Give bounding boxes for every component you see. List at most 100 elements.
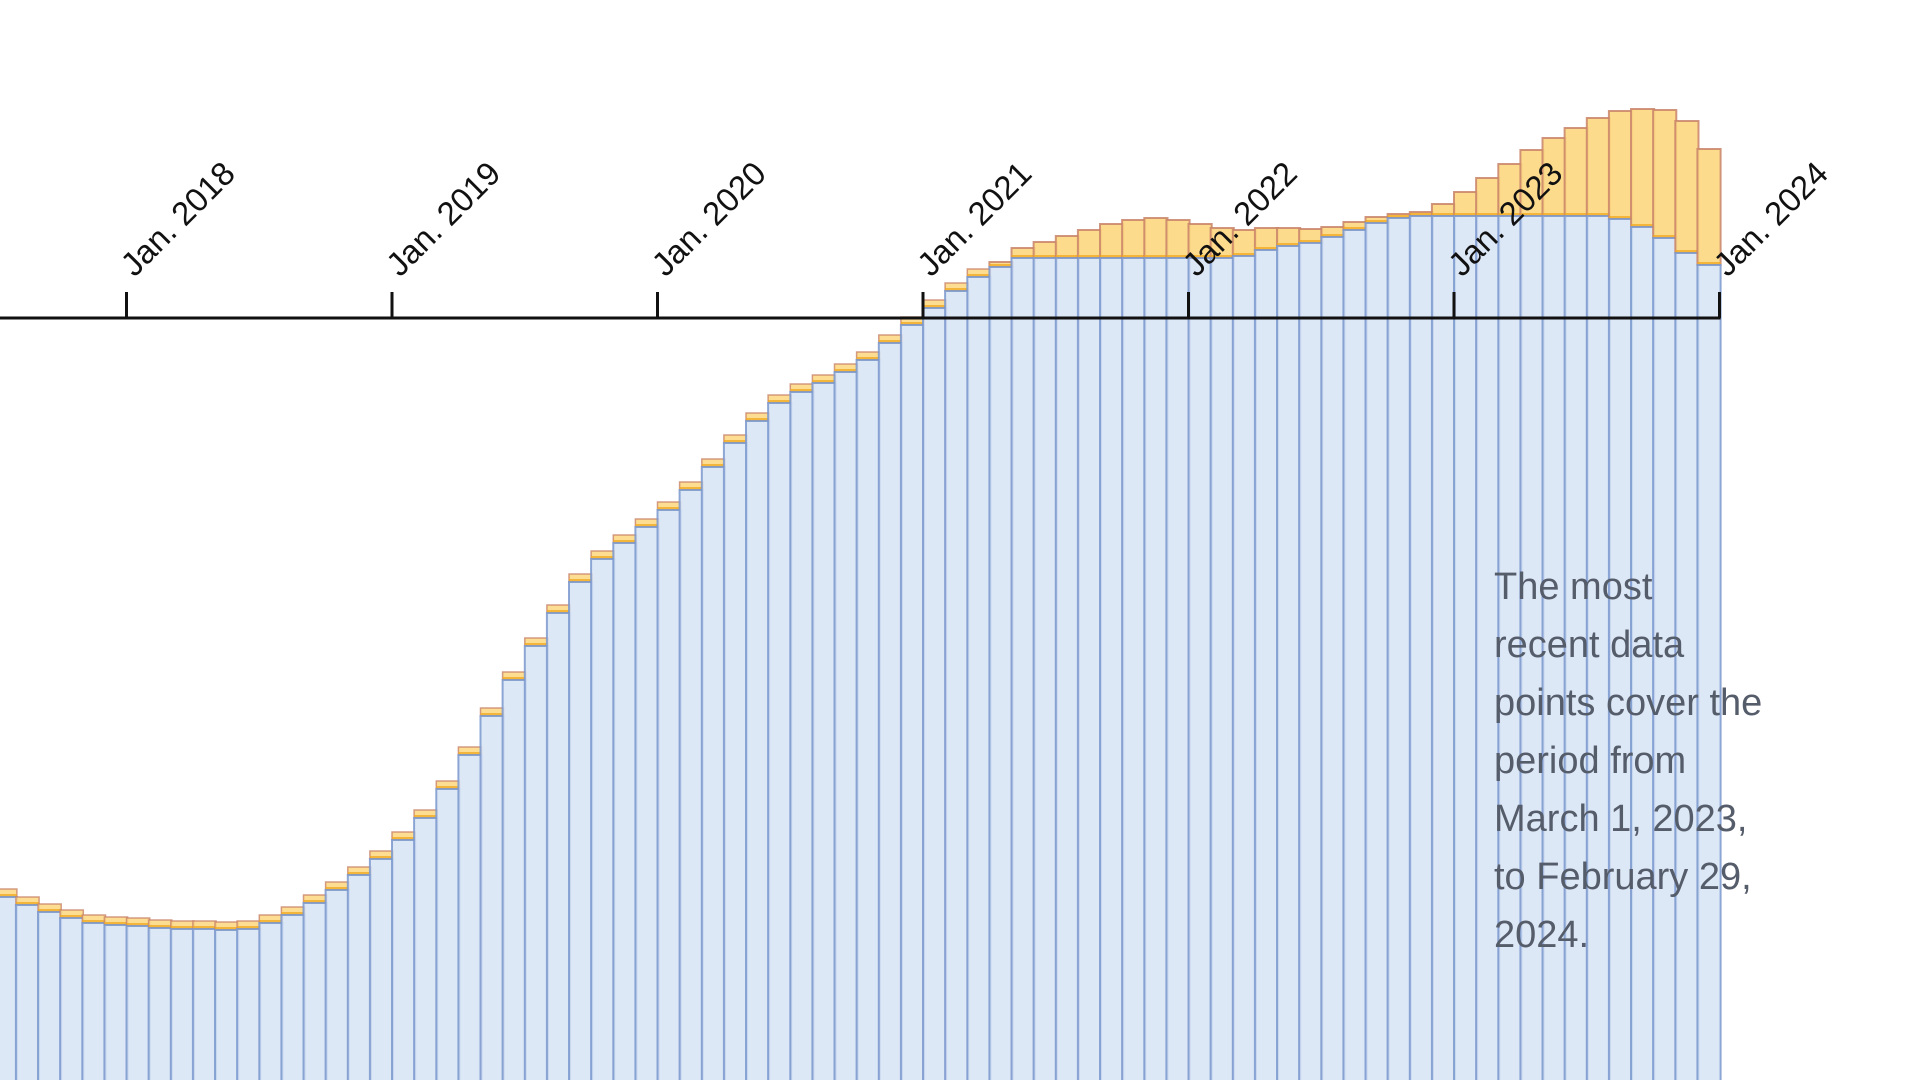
estimate-bar-2018-03 — [169, 928, 196, 1080]
estimate-edge-2019-03 — [436, 786, 460, 789]
estimate-edge-2019-08 — [546, 610, 571, 613]
revision-band-2021-08 — [1076, 229, 1103, 259]
estimate-edge-2019-06 — [502, 677, 526, 680]
revision-band-2023-06 — [1563, 127, 1589, 217]
estimate-bar-2019-07 — [523, 645, 549, 1080]
estimate-bar-2019-05 — [479, 715, 505, 1080]
estimate-edge-2018-01 — [126, 923, 150, 926]
x-tick-label: Jan. 2020 — [644, 154, 773, 283]
estimate-bar-2020-03 — [700, 466, 726, 1080]
estimate-edge-2022-04 — [1254, 247, 1279, 250]
estimate-edge-2020-05 — [746, 418, 770, 421]
estimate-bar-2022-10 — [1386, 217, 1412, 1080]
estimate-edge-2019-02 — [414, 815, 438, 818]
estimate-edge-2018-07 — [259, 920, 283, 923]
estimate-bar-2019-08 — [545, 612, 572, 1080]
estimate-bar-2022-04 — [1253, 249, 1280, 1080]
estimate-bar-2022-03 — [1231, 255, 1258, 1080]
estimate-edge-2018-10 — [325, 887, 349, 890]
estimate-edge-2019-05 — [480, 713, 504, 716]
estimate-edge-2020-11 — [878, 340, 902, 343]
revision-band-2023-09 — [1630, 108, 1656, 228]
revision-band-2021-07 — [1054, 235, 1081, 259]
estimate-bar-2021-02 — [944, 290, 970, 1080]
estimate-edge-2021-10 — [1122, 255, 1146, 258]
estimate-bar-2022-12 — [1430, 215, 1457, 1080]
revision-band-2023-07 — [1585, 117, 1612, 217]
revision-band-2023-01 — [1453, 191, 1479, 217]
estimate-bar-2021-01 — [922, 307, 948, 1080]
estimate-edge-2021-06 — [1033, 255, 1057, 258]
estimate-edge-2023-09 — [1631, 224, 1655, 227]
revision-band-2023-10 — [1652, 109, 1678, 239]
estimate-bar-2018-05 — [214, 929, 240, 1080]
revision-band-2021-11 — [1143, 217, 1169, 259]
estimate-bar-2019-11 — [612, 542, 638, 1080]
estimate-edge-2020-01 — [657, 507, 681, 510]
estimate-bar-2023-01 — [1453, 215, 1479, 1080]
revision-band-2023-08 — [1607, 110, 1634, 220]
estimate-edge-2021-07 — [1055, 255, 1079, 258]
estimate-bar-2018-04 — [191, 928, 218, 1080]
estimate-edge-2019-09 — [569, 579, 593, 582]
estimate-edge-2019-04 — [458, 752, 482, 755]
estimate-bar-2022-06 — [1298, 242, 1324, 1080]
estimate-bar-2021-07 — [1054, 257, 1081, 1080]
estimate-bar-2022-08 — [1342, 229, 1368, 1080]
x-tick-label: Jan. 2018 — [113, 154, 242, 283]
estimate-edge-2022-08 — [1343, 227, 1367, 230]
estimate-bar-2018-09 — [302, 902, 328, 1080]
estimate-bar-2019-10 — [590, 558, 616, 1080]
estimate-layers — [0, 108, 1722, 1080]
estimate-bar-2018-01 — [125, 925, 151, 1080]
estimate-edge-2022-01 — [1188, 255, 1212, 258]
estimate-bar-2019-06 — [501, 679, 527, 1080]
estimate-bar-2018-08 — [280, 914, 306, 1080]
estimate-edge-2018-12 — [369, 856, 394, 859]
estimate-bar-2022-01 — [1187, 257, 1213, 1080]
estimate-bar-2020-07 — [789, 391, 815, 1080]
estimate-bar-2021-09 — [1099, 257, 1125, 1080]
estimate-bar-2020-01 — [656, 509, 682, 1080]
estimate-edge-2020-12 — [900, 322, 925, 325]
x-tick-label: Jan. 2024 — [1706, 154, 1835, 283]
estimate-edge-2022-05 — [1277, 243, 1301, 246]
estimate-edge-2020-09 — [834, 369, 858, 372]
estimate-bar-2017-07 — [0, 896, 18, 1080]
revision-band-2021-09 — [1099, 223, 1125, 259]
estimate-edge-2023-04 — [1520, 213, 1544, 216]
estimate-edge-2017-10 — [60, 915, 84, 918]
estimate-edge-2023-03 — [1498, 213, 1522, 216]
estimate-bar-2022-07 — [1320, 236, 1346, 1080]
estimate-bar-2017-10 — [59, 917, 85, 1080]
estimate-bar-2021-04 — [988, 266, 1014, 1080]
estimate-bar-2017-08 — [14, 904, 41, 1080]
estimate-edge-2020-06 — [768, 400, 792, 403]
estimate-bar-2022-09 — [1364, 222, 1390, 1080]
estimate-bar-2021-11 — [1143, 257, 1169, 1080]
estimate-edge-2022-02 — [1210, 255, 1234, 258]
estimate-bar-2022-02 — [1209, 257, 1235, 1080]
estimate-edge-2021-05 — [1011, 255, 1035, 258]
estimate-edge-2021-02 — [945, 288, 969, 291]
estimate-edge-2019-11 — [613, 540, 637, 543]
estimate-bar-2020-11 — [877, 342, 903, 1080]
estimate-edge-2018-04 — [192, 926, 217, 929]
estimate-edge-2017-09 — [38, 909, 62, 912]
x-tick-label: Jan. 2019 — [379, 154, 508, 283]
estimate-bar-2020-12 — [899, 324, 926, 1080]
estimate-bar-2021-12 — [1165, 257, 1191, 1080]
estimate-bar-2018-02 — [147, 927, 173, 1080]
estimate-edge-2017-08 — [15, 902, 40, 905]
estimate-edge-2023-02 — [1476, 213, 1500, 216]
estimate-edge-2023-10 — [1653, 235, 1677, 238]
estimate-edge-2019-10 — [591, 556, 615, 559]
estimate-edge-2021-01 — [923, 305, 947, 308]
estimate-edge-2021-11 — [1144, 255, 1168, 258]
estimate-edge-2018-11 — [347, 872, 371, 875]
estimate-bar-2018-11 — [346, 874, 372, 1080]
estimate-edge-2021-09 — [1100, 255, 1124, 258]
estimate-bar-2022-11 — [1408, 215, 1435, 1080]
estimate-edge-2018-02 — [148, 925, 172, 928]
